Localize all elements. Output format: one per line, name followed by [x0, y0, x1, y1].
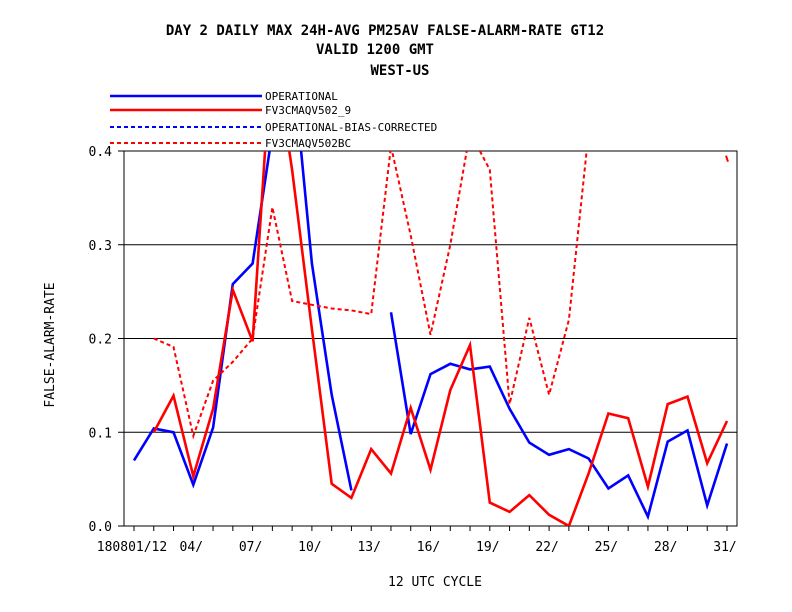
- x-axis: 180801/12 04/07/10/13/16/19/22/25/28/31/: [97, 526, 737, 555]
- x-tick-label: 19/: [476, 540, 499, 555]
- x-tick-label: 25/: [595, 540, 618, 555]
- y-axis-label: FALSE-ALARM-RATE: [43, 282, 58, 407]
- x-axis-label: 12 UTC CYCLE: [388, 575, 482, 590]
- legend-label-fv3cmaqv502-9: FV3CMAQV502_9: [265, 104, 351, 117]
- y-tick-label: 0.2: [89, 333, 112, 348]
- series-line-fv3cmaqv502bc: [153, 151, 588, 440]
- legend-label-fv3cmaqv502bc: FV3CMAQV502BC: [265, 137, 351, 150]
- series-line-operational: [132, 151, 353, 491]
- series-group: [132, 151, 729, 526]
- x-tick-label: 07/: [239, 540, 262, 555]
- x-tick-label: 28/: [654, 540, 677, 555]
- chart-title-line-1: DAY 2 DAILY MAX 24H-AVG PM25AV FALSE-ALA…: [166, 23, 604, 39]
- x-tick-label: 16/: [417, 540, 440, 555]
- x-tick-label: 31/: [713, 540, 736, 555]
- chart-title-line-2: VALID 1200 GMT: [316, 42, 434, 58]
- legend-label-operational: OPERATIONAL: [265, 90, 338, 103]
- legend-label-operational-bias-corrected: OPERATIONAL-BIAS-CORRECTED: [265, 121, 437, 134]
- series-line-fv3cmaqv502bc: [725, 155, 729, 163]
- x-tick-label: 180801/12: [97, 540, 167, 555]
- y-tick-label: 0.0: [89, 520, 112, 535]
- y-axis: 0.0 0.1 0.2 0.3 0.4: [89, 145, 124, 535]
- x-tick-label: 04/: [180, 540, 203, 555]
- y-tick-label: 0.1: [89, 426, 112, 441]
- series-line-operational: [389, 312, 729, 521]
- x-tick-label: 10/: [298, 540, 321, 555]
- x-tick-label: 22/: [535, 540, 558, 555]
- x-tick-label: 13/: [357, 540, 380, 555]
- y-tick-label: 0.4: [89, 145, 113, 160]
- legend: OPERATIONAL FV3CMAQV502_9 OPERATIONAL-BI…: [110, 90, 437, 150]
- chart-title-line-3: WEST-US: [370, 63, 429, 79]
- series-line-fv3cmaqv502-9: [152, 151, 729, 526]
- y-tick-label: 0.3: [89, 239, 112, 254]
